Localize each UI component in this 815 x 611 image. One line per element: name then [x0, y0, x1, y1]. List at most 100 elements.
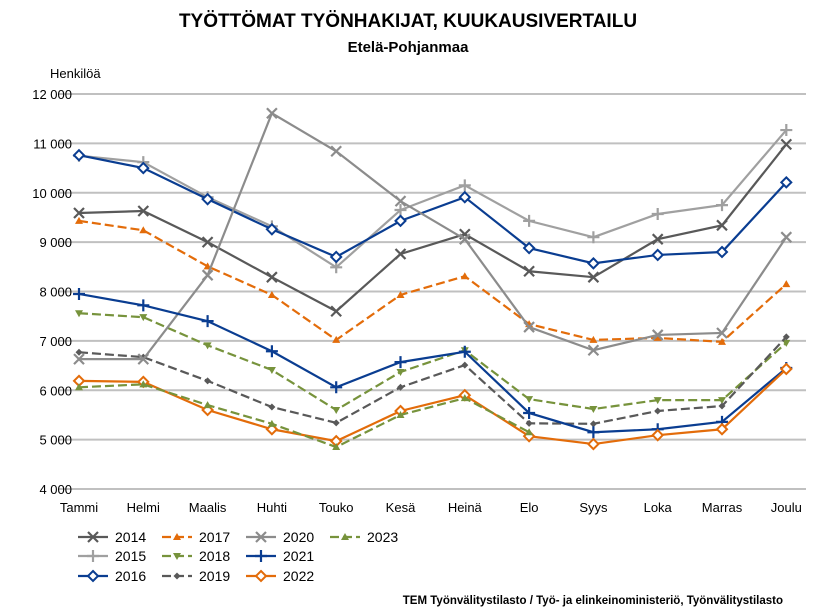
data-point [137, 205, 150, 217]
data-point [587, 231, 600, 244]
data-point [73, 353, 85, 365]
data-point [332, 335, 341, 343]
data-point [394, 356, 407, 369]
data-point [782, 339, 791, 347]
data-point [73, 287, 85, 300]
data-point [330, 145, 342, 158]
data-point [396, 410, 405, 418]
series-line [78, 368, 788, 446]
data-point [204, 377, 212, 385]
data-point [718, 402, 726, 410]
data-point [586, 256, 600, 270]
legend-label: 2022 [283, 568, 314, 584]
x-tick-label: Huhti [257, 500, 287, 515]
data-point [75, 310, 83, 318]
chart-title: TYÖTTÖMAT TYÖNHAKIJAT, KUUKAUSIVERTAILU [179, 11, 637, 32]
data-point [329, 250, 343, 264]
data-point [265, 345, 278, 358]
legend-marker [87, 531, 99, 543]
legend-item-2019: 2019 [162, 568, 230, 584]
data-point [718, 397, 726, 405]
data-point [137, 353, 150, 365]
series-2021 [73, 287, 793, 439]
data-point [397, 383, 404, 391]
data-point [651, 428, 665, 442]
data-point [75, 348, 83, 356]
data-point [525, 428, 534, 436]
y-tick-label: 5 000 [39, 433, 72, 448]
legend-marker [254, 569, 268, 583]
y-axis-label: Henkilöä [50, 66, 101, 81]
data-point [782, 333, 790, 341]
legend-marker [255, 550, 267, 562]
legend-label: 2020 [283, 529, 314, 545]
legend-item-2017: 2017 [162, 529, 230, 545]
data-point [75, 383, 83, 391]
legend-label: 2021 [283, 548, 314, 564]
data-point [139, 380, 148, 388]
data-point [73, 207, 85, 219]
data-point [75, 216, 83, 224]
x-tick-label: Syys [579, 500, 608, 515]
legend-item-2015: 2015 [78, 548, 146, 564]
data-point [332, 407, 341, 414]
legend-item-2018: 2018 [162, 548, 230, 564]
data-point [394, 214, 407, 228]
series-line [78, 143, 788, 313]
legend-label: 2017 [199, 529, 230, 545]
data-point [268, 403, 276, 411]
data-point [779, 175, 793, 189]
data-point [589, 420, 597, 428]
data-point [459, 233, 471, 245]
data-point [139, 226, 148, 234]
data-point [523, 214, 536, 227]
series-2014 [73, 138, 793, 318]
legend-item-2014: 2014 [78, 529, 146, 545]
data-point [586, 437, 600, 451]
y-tick-label: 11 000 [33, 136, 72, 151]
data-point [461, 361, 469, 369]
series-line [78, 383, 530, 449]
x-tick-label: Tammi [60, 500, 98, 515]
legend-marker [173, 572, 181, 580]
data-point [267, 419, 276, 427]
series-line [78, 129, 788, 269]
x-tick-label: Elo [520, 500, 539, 515]
data-point [458, 179, 471, 192]
legend-marker [87, 550, 99, 562]
legend-marker [173, 533, 181, 540]
x-tick-label: Loka [644, 500, 673, 515]
data-point [780, 138, 793, 151]
data-point [587, 271, 600, 283]
legend-label: 2018 [199, 548, 230, 564]
legend-item-2022: 2022 [246, 568, 314, 584]
series-2016 [72, 148, 793, 270]
data-point [203, 401, 212, 409]
data-point [651, 233, 664, 245]
data-point [201, 236, 214, 248]
data-point [332, 419, 340, 427]
legend-item-2020: 2020 [246, 529, 314, 545]
x-tick-label: Helmi [127, 500, 160, 515]
legend-marker [173, 553, 181, 560]
data-point [718, 337, 726, 345]
legend-label: 2014 [115, 529, 146, 545]
data-point [780, 231, 793, 243]
data-point [653, 397, 662, 405]
data-point [779, 362, 793, 376]
data-point [587, 344, 600, 357]
data-point [137, 299, 150, 312]
y-tick-label: 4 000 [39, 482, 72, 497]
data-point [139, 314, 148, 322]
data-point [396, 290, 405, 298]
legend-item-2021: 2021 [246, 548, 314, 564]
data-point [651, 207, 664, 220]
data-point [716, 327, 728, 339]
series-2018 [75, 310, 791, 414]
data-point [715, 245, 729, 259]
data-point [651, 329, 664, 341]
x-tick-label: Touko [319, 500, 354, 515]
x-tick-label: Marras [702, 500, 743, 515]
data-point [458, 345, 471, 358]
